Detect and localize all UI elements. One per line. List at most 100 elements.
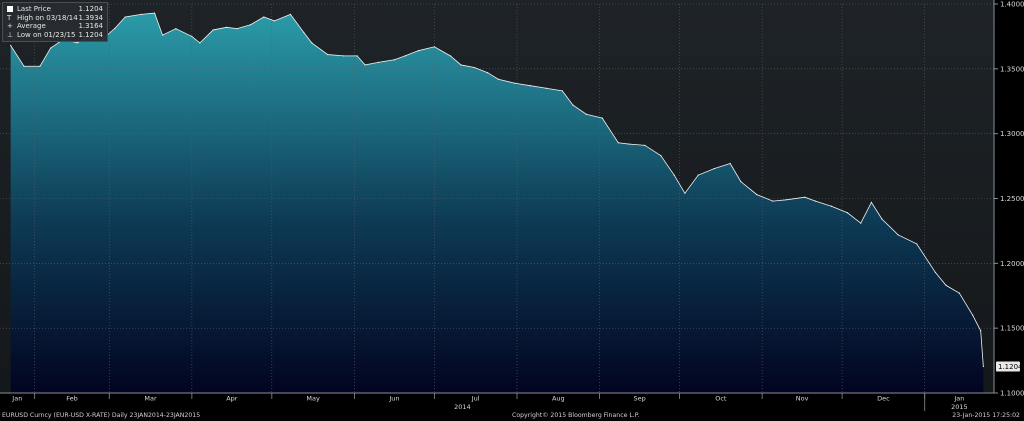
y-tick-label: 1.2500	[1000, 195, 1024, 203]
data-point	[225, 26, 228, 28]
y-tick-label: 1.1000	[1000, 390, 1024, 398]
x-tick-label: Sep	[633, 395, 645, 403]
data-point	[487, 72, 489, 74]
data-point	[377, 61, 380, 63]
data-point	[343, 55, 345, 57]
data-point	[273, 20, 276, 22]
data-point	[212, 29, 214, 31]
average-icon: +	[7, 22, 13, 31]
legend-value: 1.3164	[78, 22, 104, 31]
data-point	[673, 174, 675, 176]
data-point	[870, 201, 873, 203]
data-point	[175, 28, 177, 30]
data-point	[113, 28, 116, 30]
data-point	[327, 53, 329, 56]
data-point	[76, 42, 78, 44]
data-point	[191, 35, 193, 38]
data-point	[958, 292, 960, 294]
data-point	[356, 55, 358, 57]
x-tick-label: Mar	[144, 395, 157, 403]
data-point	[860, 222, 862, 224]
x-axis: Jan Feb Mar Apr May Jun Jul Aug Sep Oct Nov Dec Jan2…	[0, 392, 994, 411]
data-point	[740, 181, 742, 183]
data-point	[161, 34, 164, 36]
data-point	[124, 16, 126, 18]
data-point	[585, 113, 587, 115]
price-line	[10, 12, 984, 367]
x-tick-label: Jun	[388, 395, 399, 403]
data-point	[529, 85, 531, 87]
data-point	[513, 82, 515, 84]
data-point	[497, 78, 499, 80]
data-point	[772, 200, 774, 202]
y-tick-label: 1.3000	[1000, 130, 1024, 138]
data-point	[433, 46, 435, 48]
data-point	[449, 55, 451, 57]
data-point	[249, 24, 252, 26]
last-price-marker: 1.1204	[996, 361, 1023, 372]
data-point	[473, 66, 475, 69]
data-point	[814, 200, 817, 202]
data-point	[364, 64, 366, 66]
data-point	[830, 205, 833, 207]
x-tick-label: Apr	[226, 395, 238, 403]
data-point	[417, 50, 419, 52]
data-point	[785, 199, 787, 201]
y-tick-label: 1.4000	[1000, 1, 1024, 9]
data-point	[980, 330, 982, 332]
legend-item-average: + Average 1.3164	[7, 22, 103, 31]
x-tick-label: Dec	[877, 395, 890, 403]
data-point	[393, 59, 395, 61]
data-point	[572, 104, 574, 106]
year-label: 2015	[951, 403, 968, 411]
y-tick-label: 1.1500	[1000, 325, 1024, 333]
data-point	[713, 168, 715, 170]
data-point	[916, 243, 918, 245]
legend-item-low: ⊥ Low on 01/23/15 1.1204	[7, 31, 103, 40]
legend-item-high: T High on 03/18/14 1.3934	[7, 14, 103, 23]
last-price-icon	[7, 6, 13, 13]
footer-ticker: EURUSD Curncy (EUR-USD X-RATE) Daily 23J…	[2, 412, 201, 419]
data-point	[756, 194, 758, 196]
legend-value: 1.1204	[78, 5, 104, 13]
footer-timestamp: 23-Jan-2015 17:25:02	[952, 412, 1020, 419]
data-point	[982, 365, 984, 368]
legend-item-last-price: Last Price 1.1204	[7, 5, 103, 14]
data-point	[881, 218, 883, 220]
data-point	[289, 13, 292, 15]
y-axis: 1.1000 1.1500 1.2000 1.2500 1.3000 1.3500 1.40…	[993, 0, 1024, 398]
low-icon: ⊥	[7, 30, 14, 39]
data-point	[153, 12, 156, 14]
data-point	[729, 162, 731, 165]
data-point	[972, 314, 974, 316]
x-tick-label: Oct	[715, 395, 727, 403]
data-point	[460, 64, 462, 66]
data-point	[263, 16, 265, 18]
data-point	[39, 65, 41, 67]
data-point	[404, 55, 406, 57]
high-icon: T	[7, 13, 12, 22]
x-tick-label: May	[306, 395, 320, 403]
x-tick-label: Aug	[552, 395, 565, 403]
data-point	[199, 42, 201, 44]
data-point	[697, 174, 699, 176]
y-tick-label: 1.3500	[1000, 65, 1024, 73]
data-point	[303, 31, 305, 34]
legend-label: High on 03/18/14	[17, 13, 78, 22]
footer-copyright: Copyright© 2015 Bloomberg Finance L.P.	[512, 412, 640, 419]
legend-value: 1.1204	[78, 30, 104, 39]
data-point	[140, 13, 142, 15]
legend-value: 1.3934	[78, 13, 104, 22]
year-label: 2014	[454, 403, 471, 411]
data-point	[804, 196, 806, 198]
x-tick-label: Feb	[66, 395, 78, 403]
data-point	[644, 144, 646, 146]
data-point	[846, 212, 849, 214]
data-point	[660, 155, 662, 157]
data-point	[236, 28, 238, 30]
data-point	[628, 143, 630, 145]
x-tick-label: Jul	[471, 395, 480, 403]
y-tick-label: 1.2000	[1000, 260, 1024, 268]
data-point	[897, 234, 899, 236]
